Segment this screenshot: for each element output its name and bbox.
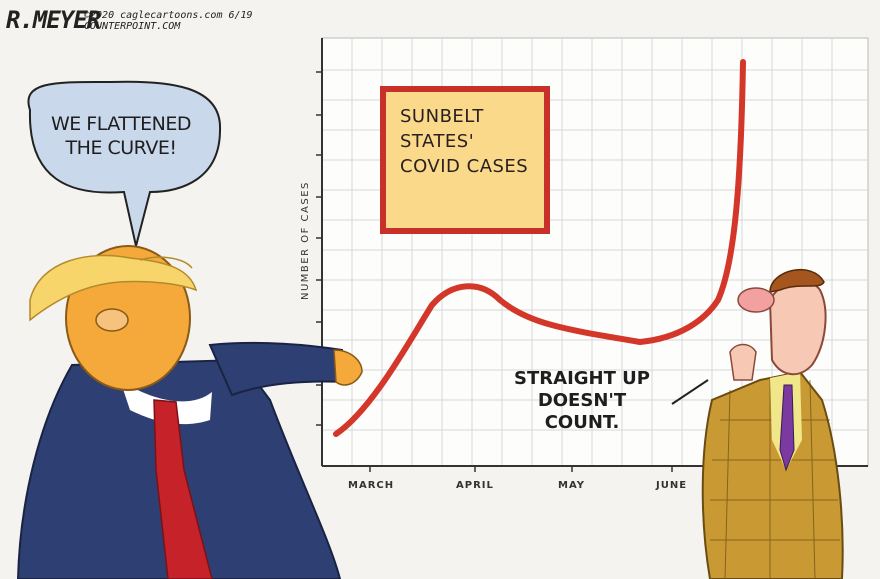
artist-credit: ©2020 caglecartoons.com 6/19 COUNTERPOIN…	[84, 10, 253, 32]
y-axis-label: NUMBER OF CASES	[300, 181, 311, 300]
chart-title: SUNBELT STATES' COVID CASES	[400, 106, 529, 177]
speech-bubble	[27, 80, 222, 247]
tick-label-june: JUNE	[656, 480, 688, 491]
tick-label-april: APRIL	[456, 480, 494, 491]
artist-name: R.MEYER	[6, 6, 101, 34]
president-figure	[16, 245, 363, 579]
artist-signature: R.MEYER ©2020 caglecartoons.com 6/19 COU…	[6, 6, 253, 34]
tick-label-may: MAY	[558, 480, 585, 491]
speech-bubble-text: WE FLATTENED THE CURVE!	[50, 113, 192, 159]
quote-pointer	[671, 379, 709, 405]
axis-ticks	[316, 71, 673, 472]
tick-label-march: MARCH	[348, 480, 395, 491]
cases-curve	[333, 59, 746, 437]
credit-line-2: COUNTERPOINT.COM	[84, 21, 181, 32]
credit-line-1: ©2020 caglecartoons.com 6/19	[84, 10, 253, 21]
plaid-man-figure	[701, 268, 844, 579]
response-quote: STRAIGHT UP DOESN'T COUNT.	[514, 368, 650, 433]
